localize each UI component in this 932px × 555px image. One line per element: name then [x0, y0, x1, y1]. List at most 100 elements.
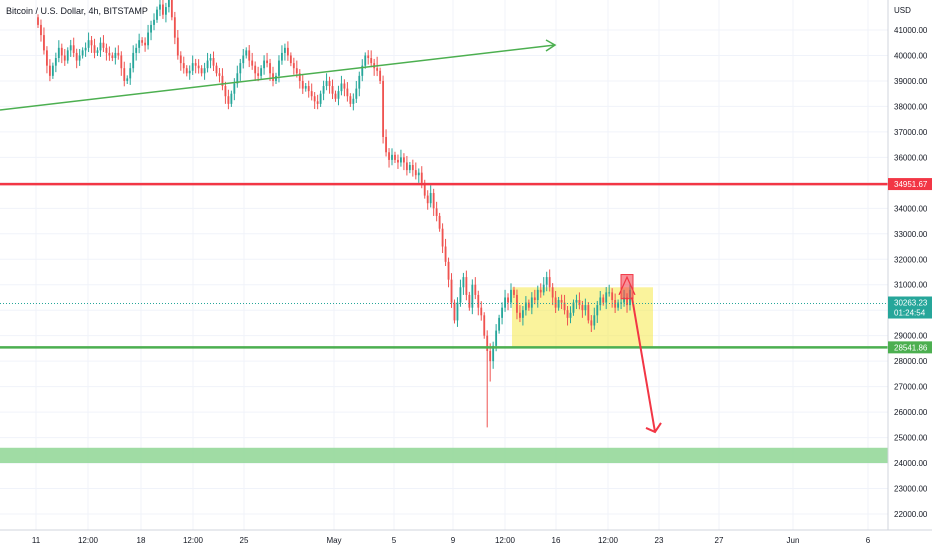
price-tick-label: 36000.00	[894, 153, 928, 162]
price-tick-label: 37000.00	[894, 128, 928, 137]
time-axis-panel[interactable]	[0, 530, 932, 550]
price-tick-label: 41000.00	[894, 26, 928, 35]
candle-body	[84, 47, 87, 51]
candle-body	[626, 297, 628, 306]
time-tick-label: 9	[451, 536, 456, 545]
candle-body	[227, 96, 230, 104]
candle-body	[349, 96, 352, 104]
price-tick-label: 28000.00	[894, 357, 928, 366]
candle-body	[536, 289, 539, 301]
candle-body	[337, 91, 340, 99]
candle-body	[420, 172, 423, 183]
trendline-arrowhead	[545, 39, 557, 52]
time-tick-label: 5	[392, 536, 397, 545]
candle-body	[438, 215, 441, 229]
price-tick-label: 23000.00	[894, 485, 928, 494]
candle-body	[310, 91, 313, 97]
candle-body	[230, 93, 233, 104]
price-tick-label: 33000.00	[894, 230, 928, 239]
candle-body	[486, 335, 489, 351]
candle-body	[459, 287, 462, 303]
candle-body	[346, 88, 349, 97]
time-tick-label: 11	[32, 536, 41, 545]
candle-body	[554, 297, 557, 308]
candle-body	[501, 307, 504, 318]
candle-body	[40, 24, 42, 36]
price-label-value: 34951.67	[894, 180, 928, 189]
candle-body	[465, 277, 468, 295]
candle-body	[126, 78, 129, 81]
candle-body	[90, 40, 93, 46]
price-tick-label: 25000.00	[894, 434, 928, 443]
price-label-countdown: 01:24:54	[894, 309, 926, 318]
candle-body	[191, 63, 194, 71]
candle-body	[295, 68, 298, 74]
time-tick-label: 6	[866, 536, 871, 545]
candle-body	[289, 55, 292, 64]
price-tick-label: 39000.00	[894, 77, 928, 86]
candles-layer	[37, 0, 631, 428]
candle-body	[251, 60, 254, 66]
candle-body	[441, 228, 444, 247]
candle-body	[60, 47, 63, 56]
candle-body	[432, 193, 435, 209]
candle-body	[435, 208, 438, 216]
price-tick-label: 27000.00	[894, 383, 928, 392]
candle-body	[513, 289, 515, 295]
candle-body	[394, 154, 396, 160]
candle-body	[200, 68, 203, 74]
candle-body	[206, 60, 209, 69]
candle-body	[593, 315, 596, 326]
price-axis-panel[interactable]	[888, 0, 932, 530]
candle-body	[542, 284, 545, 293]
candle-body	[114, 52, 117, 59]
candle-body	[551, 287, 554, 298]
candle-body	[405, 162, 408, 171]
candle-body	[361, 65, 364, 76]
price-label-tag	[888, 178, 932, 191]
time-tick-label: 12:00	[598, 536, 619, 545]
candle-body	[313, 96, 316, 102]
price-tick-label: 24000.00	[894, 459, 928, 468]
candle-body	[224, 86, 227, 97]
candle-body	[566, 310, 569, 318]
price-tick-label: 40000.00	[894, 51, 928, 60]
candle-body	[78, 55, 81, 61]
candle-body	[242, 55, 245, 64]
candle-body	[179, 55, 182, 64]
drawings-layer	[0, 39, 888, 434]
candle-body	[292, 63, 295, 69]
candle-body	[572, 302, 575, 313]
candle-body	[170, 0, 173, 18]
candle-body	[370, 58, 373, 64]
price-axis-ticks: 22000.00 23000.00 24000.00 25000.00 26000.00…	[894, 26, 928, 519]
candle-body	[504, 297, 506, 308]
candle-body	[334, 93, 337, 99]
candle-body	[539, 289, 542, 293]
candle-body	[444, 246, 447, 262]
candle-body	[417, 172, 420, 176]
candle-body	[298, 73, 301, 81]
candle-body	[233, 83, 236, 94]
candle-body	[584, 305, 587, 311]
candle-body	[150, 24, 152, 33]
candle-body	[182, 63, 185, 69]
candle-body	[75, 52, 78, 61]
candle-body	[397, 159, 399, 163]
price-tick-label: 22000.00	[894, 510, 928, 519]
candle-body	[596, 305, 599, 316]
candle-body	[66, 50, 69, 61]
candle-body	[54, 58, 57, 66]
candle-body	[450, 279, 453, 303]
candle-body	[69, 45, 72, 51]
candle-body	[474, 284, 477, 295]
candle-body	[331, 86, 334, 94]
breakdown-marker	[620, 274, 634, 300]
candle-body	[402, 157, 405, 163]
candle-body	[173, 17, 176, 38]
candle-body	[257, 73, 260, 76]
candle-body	[608, 292, 611, 294]
